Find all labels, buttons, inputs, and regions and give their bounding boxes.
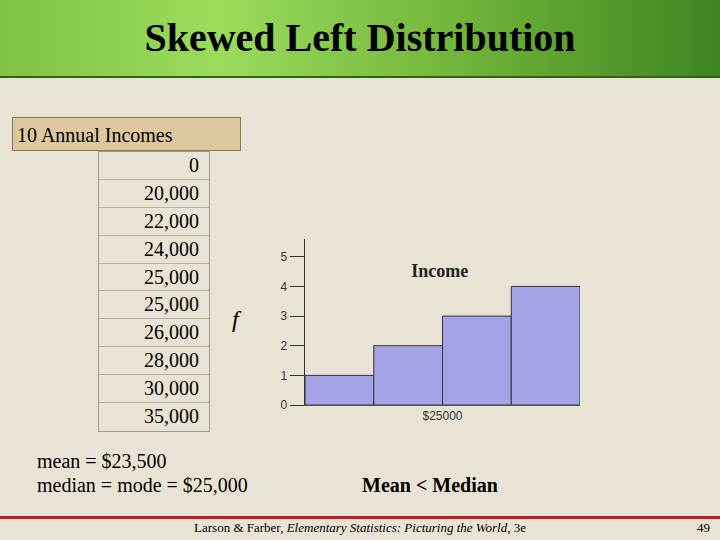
html-text:20,000: 20,000 (144, 181, 199, 204)
html-text:26,000: 26,000 (144, 321, 199, 344)
html-text:Mean < Median: Mean < Median (362, 474, 498, 496)
svg-text:$25000: $25000 (422, 409, 462, 423)
svg-text:4: 4 (280, 280, 287, 294)
svg-text:3: 3 (280, 309, 287, 323)
html-text:25,000: 25,000 (144, 265, 199, 288)
svg-text:5: 5 (280, 250, 287, 264)
html-text:0: 0 (189, 154, 199, 176)
html-text:24,000: 24,000 (144, 237, 199, 260)
svg-text:2: 2 (280, 339, 287, 353)
svg-text:1: 1 (280, 369, 287, 383)
html-text:25,000: 25,000 (144, 293, 199, 316)
svg-text:f: f (232, 306, 242, 332)
html-text:mean = $23,500: mean = $23,500 (37, 450, 167, 472)
html-text:30,000: 30,000 (144, 377, 199, 400)
html-text:median = mode = $25,000: median = mode = $25,000 (37, 474, 248, 496)
html-text:28,000: 28,000 (144, 349, 199, 372)
html-text:Larson & Farber, Elementary St: Larson & Farber, Elementary Statistics: … (194, 520, 526, 535)
svg-text:0: 0 (280, 398, 287, 412)
svg-text:Income: Income (411, 261, 468, 281)
html-text:Skewed Left Distribution: Skewed Left Distribution (144, 15, 576, 60)
html-text:22,000: 22,000 (144, 209, 199, 232)
html-text:10 Annual Incomes: 10 Annual Incomes (17, 124, 173, 146)
html-text:49: 49 (697, 520, 710, 535)
html-text:35,000: 35,000 (144, 405, 199, 427)
